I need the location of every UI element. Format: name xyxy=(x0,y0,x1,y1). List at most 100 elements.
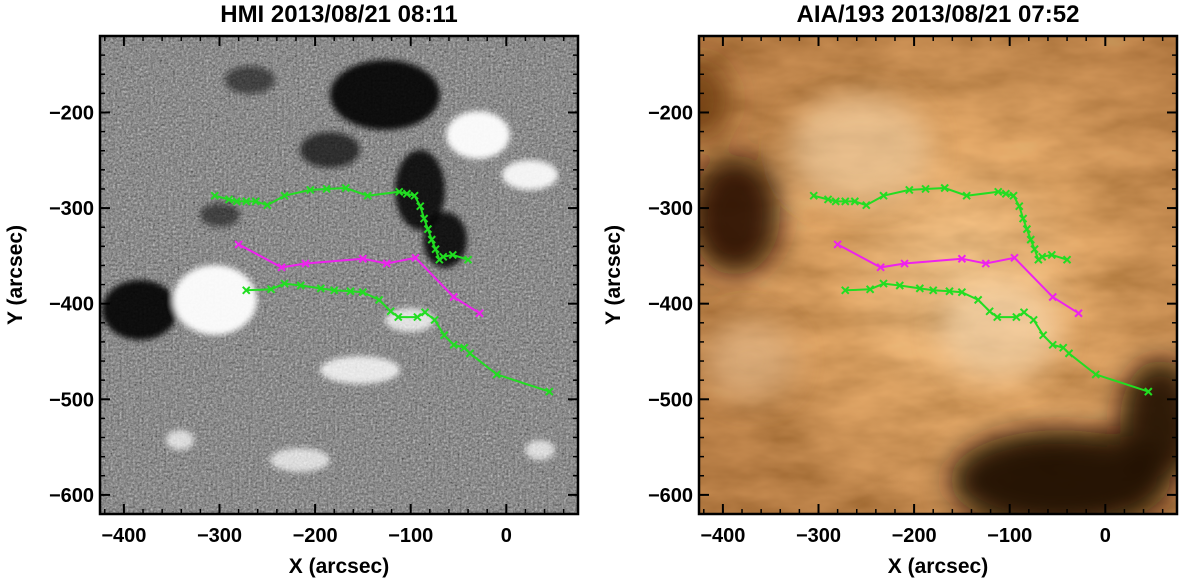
series-line-1 xyxy=(238,243,481,315)
data-point xyxy=(921,184,930,194)
data-point xyxy=(841,286,850,295)
data-point xyxy=(210,191,219,200)
data-point xyxy=(263,201,272,210)
x-axis-label: X (arcsec) xyxy=(888,555,988,578)
data-point xyxy=(306,185,315,195)
aia-panel: AIA/193 2013/08/21 07:52 −400 −300 −200 −10… xyxy=(602,1,1179,578)
data-point xyxy=(416,201,425,211)
data-point xyxy=(1091,370,1100,379)
x-tick-label: 0 xyxy=(501,525,512,547)
data-point xyxy=(833,240,842,249)
data-point xyxy=(809,191,818,200)
data-point xyxy=(382,259,392,268)
y-tick-label: −600 xyxy=(49,485,94,507)
data-point xyxy=(322,184,331,194)
data-point xyxy=(413,312,422,322)
data-point xyxy=(431,244,440,254)
data-point xyxy=(234,240,243,249)
data-point xyxy=(929,286,938,295)
y-tick-label: −600 xyxy=(648,485,693,507)
data-point xyxy=(449,340,458,349)
data-point xyxy=(330,286,339,295)
data-point xyxy=(545,387,554,396)
data-point xyxy=(1048,292,1057,302)
data-point xyxy=(430,315,439,325)
data-point xyxy=(831,197,840,206)
data-point xyxy=(438,252,448,262)
data-point xyxy=(242,197,251,206)
data-point xyxy=(427,235,436,244)
data-point xyxy=(475,309,484,318)
y-tick-label: −200 xyxy=(648,102,693,124)
data-point xyxy=(386,307,395,316)
x-tick-label: −400 xyxy=(700,525,745,547)
data-point xyxy=(876,263,885,272)
data-point xyxy=(1030,244,1039,254)
data-point xyxy=(1019,308,1029,317)
data-point xyxy=(1010,253,1019,262)
data-point xyxy=(1018,214,1028,223)
data-point xyxy=(363,191,372,200)
x-tick-label: −200 xyxy=(892,525,937,547)
data-point xyxy=(232,197,241,206)
data-point xyxy=(1048,340,1057,349)
magnetogram-image xyxy=(100,36,578,514)
data-point xyxy=(1001,189,1011,198)
data-point xyxy=(1037,252,1047,262)
data-point xyxy=(1064,349,1074,358)
data-point xyxy=(850,197,860,206)
data-point xyxy=(394,312,403,322)
data-point xyxy=(1144,387,1153,396)
data-point xyxy=(448,250,457,260)
data-point xyxy=(358,288,368,297)
data-point xyxy=(439,331,449,340)
x-tick-label: −100 xyxy=(388,525,433,547)
data-point xyxy=(224,195,234,204)
data-point xyxy=(973,295,983,305)
y-tick-label: −200 xyxy=(49,102,94,124)
data-point xyxy=(1012,312,1021,322)
data-point xyxy=(1026,235,1035,244)
panel-title: AIA/193 2013/08/21 07:52 xyxy=(797,1,1080,28)
data-point xyxy=(994,187,1003,197)
y-tick-label: −300 xyxy=(49,198,94,220)
data-point xyxy=(985,307,994,316)
data-point xyxy=(395,187,404,197)
data-point xyxy=(346,287,355,296)
data-point xyxy=(419,214,429,223)
data-point xyxy=(296,281,305,290)
data-point xyxy=(374,295,384,305)
data-point xyxy=(1038,331,1048,340)
data-point xyxy=(266,285,276,294)
y-tick-label: −500 xyxy=(49,389,94,411)
data-point xyxy=(242,286,251,295)
data-point xyxy=(277,263,286,272)
data-point xyxy=(420,308,430,317)
x-tick-label: −400 xyxy=(101,525,146,547)
y-axis-label: Y (arcsec) xyxy=(602,225,625,325)
data-point xyxy=(423,224,433,234)
x-tick-label: −200 xyxy=(293,525,338,547)
data-point xyxy=(251,197,261,206)
data-point xyxy=(411,253,420,262)
data-point xyxy=(341,183,350,193)
data-point xyxy=(841,197,850,206)
data-point xyxy=(1029,315,1038,325)
data-point xyxy=(940,183,949,193)
x-tick-label: −100 xyxy=(987,525,1032,547)
plot-frame xyxy=(98,34,580,516)
euv-image xyxy=(699,36,1177,514)
data-point xyxy=(1047,250,1056,260)
data-point xyxy=(993,312,1002,322)
data-point xyxy=(895,281,904,290)
data-point xyxy=(492,370,501,379)
y-tick-label: −500 xyxy=(648,389,693,411)
y-tick-label: −400 xyxy=(648,294,693,316)
y-tick-label: −400 xyxy=(49,294,94,316)
plot-frame xyxy=(697,34,1179,516)
hmi-panel: HMI 2013/08/21 08:11 xyxy=(4,1,580,578)
data-point xyxy=(879,191,888,200)
data-point xyxy=(280,279,289,288)
data-point xyxy=(900,259,909,268)
